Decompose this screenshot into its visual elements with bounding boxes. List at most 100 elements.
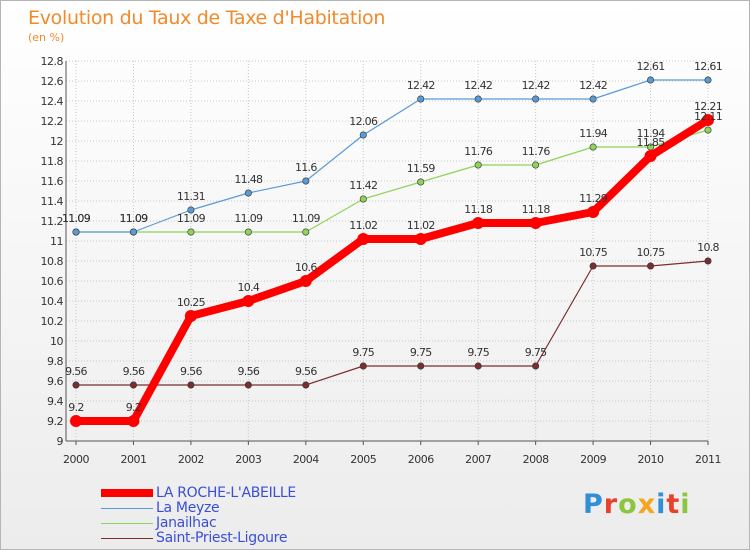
data-point	[529, 217, 542, 229]
data-label: 11.76	[522, 145, 551, 158]
logo-letter: i	[680, 489, 691, 520]
data-point	[704, 257, 712, 265]
y-tick-label: 11.2	[41, 215, 64, 228]
data-point	[359, 195, 367, 203]
data-label: 12.61	[637, 60, 665, 73]
y-tick-label: 12.4	[41, 95, 64, 108]
data-point	[587, 206, 600, 218]
data-label: 9.75	[352, 346, 374, 359]
data-label: 9.75	[525, 346, 547, 359]
data-label: 10.8	[697, 241, 719, 254]
data-point	[302, 381, 310, 389]
data-label: 12.42	[407, 79, 435, 92]
data-point	[474, 161, 482, 169]
data-label: 11.31	[177, 190, 205, 203]
data-point	[474, 362, 482, 370]
data-label: 11.48	[234, 173, 263, 186]
logo-letter: x	[637, 489, 657, 520]
y-tick-label: 12	[50, 135, 63, 148]
y-tick-label: 9.2	[47, 415, 63, 428]
series-line-1	[75, 79, 709, 233]
data-point	[704, 76, 712, 84]
data-label: 12.42	[522, 79, 550, 92]
data-label: 9.2	[126, 401, 141, 414]
data-label: 11.18	[522, 203, 551, 216]
legend-swatch	[101, 508, 153, 509]
data-point	[244, 189, 252, 197]
data-label: 12.61	[694, 60, 722, 73]
data-label: 11.02	[407, 219, 435, 232]
data-point	[589, 143, 597, 151]
data-point	[127, 415, 140, 427]
chart-subtitle: (en %)	[28, 31, 65, 44]
data-point	[359, 362, 367, 370]
data-label: 9.75	[467, 346, 489, 359]
x-tick-label: 2011	[695, 453, 721, 466]
data-label: 12.06	[349, 115, 378, 128]
data-label: 9.75	[410, 346, 432, 359]
data-point	[589, 262, 597, 270]
data-point	[70, 415, 82, 427]
legend-swatch	[101, 538, 153, 539]
data-label: 9.56	[65, 365, 87, 378]
x-tick-label: 2001	[120, 453, 146, 466]
x-tick-label: 2002	[178, 453, 204, 466]
data-point	[589, 95, 597, 103]
y-tick-label: 11.8	[41, 155, 64, 168]
data-point	[72, 381, 80, 389]
data-label: 11.85	[637, 136, 666, 149]
data-point	[184, 310, 197, 322]
y-tick-label: 9.6	[47, 375, 63, 388]
data-label: 11.09	[119, 212, 148, 225]
x-tick-label: 2005	[350, 453, 376, 466]
data-label: 9.56	[180, 365, 202, 378]
data-point	[299, 275, 312, 287]
data-point	[414, 233, 427, 245]
data-label: 10.25	[177, 296, 206, 309]
legend-label: Janailhac	[156, 515, 217, 531]
data-label: 11.6	[295, 161, 317, 174]
legend-swatch	[101, 523, 153, 524]
data-label: 11.29	[579, 192, 608, 205]
logo-letter: t	[666, 489, 681, 520]
data-point	[417, 362, 425, 370]
data-point	[357, 233, 370, 245]
x-tick-label: 2007	[465, 453, 491, 466]
grid-layer	[66, 60, 709, 442]
data-label: 11.42	[349, 179, 377, 192]
data-point	[532, 362, 540, 370]
y-tick-label: 10.6	[41, 275, 64, 288]
x-tick-label: 2006	[408, 453, 434, 466]
data-point	[532, 95, 540, 103]
logo-letter: o	[618, 489, 638, 520]
data-point	[129, 228, 137, 236]
y-tick-label: 10.2	[41, 315, 64, 328]
x-tick-label: 2004	[293, 453, 319, 466]
data-label: 9.56	[123, 365, 145, 378]
data-label: 11.94	[579, 127, 608, 140]
series-line-2	[75, 129, 709, 233]
data-point	[187, 206, 195, 214]
data-point	[72, 228, 80, 236]
data-label: 11.94	[637, 127, 666, 140]
x-tick-label: 2003	[235, 453, 261, 466]
data-point	[129, 381, 137, 389]
logo-letter: P	[583, 489, 604, 520]
y-tick-label: 9.4	[47, 395, 63, 408]
y-tick-label: 12.2	[41, 115, 64, 128]
data-point	[532, 161, 540, 169]
y-tick-label: 12.8	[41, 55, 64, 68]
data-label: 9.2	[68, 401, 83, 414]
data-point	[302, 177, 310, 185]
y-tick-label: 11.6	[41, 175, 64, 188]
data-point	[647, 262, 655, 270]
logo-letter: i	[656, 489, 667, 520]
legend-label: La Meyze	[156, 500, 220, 516]
x-tick-label: 2000	[63, 453, 89, 466]
data-label: 11.59	[407, 162, 436, 175]
data-label: 11.09	[234, 212, 263, 225]
series-line-0	[72, 116, 712, 425]
y-tick-label: 11	[50, 235, 63, 248]
